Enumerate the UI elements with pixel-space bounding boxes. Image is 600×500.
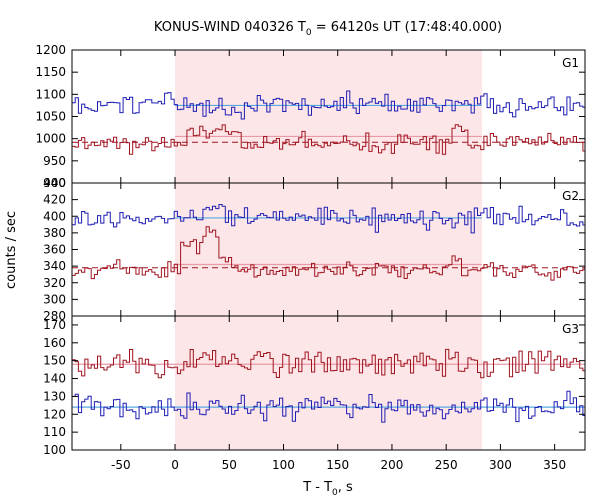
y-tick-label: 130 [43, 389, 66, 403]
y-tick-label: 1150 [35, 65, 66, 79]
x-tick-label: 300 [489, 458, 512, 472]
y-tick-label: 400 [43, 209, 66, 223]
y-tick-label: 140 [43, 372, 66, 386]
chart-title-subscript: 0 [306, 28, 312, 38]
x-axis-label-suffix: , s [338, 480, 353, 495]
light-curve-red [72, 226, 585, 281]
x-axis-label-subscript: 0 [332, 488, 338, 498]
y-tick-label: 280 [43, 309, 66, 323]
y-tick-label: 440 [43, 176, 66, 190]
x-tick-label: 200 [380, 458, 403, 472]
x-axis-label-prefix: T - T [302, 480, 332, 495]
light-curve-blue [72, 90, 585, 120]
y-tick-label: 1200 [35, 43, 66, 57]
panel-g1: 900 950 1000 1050 1100 1150 1200 G1 [35, 43, 586, 190]
y-tick-label: 900 [43, 176, 66, 190]
x-tick-label: 100 [272, 458, 295, 472]
y-tick-label: 110 [43, 425, 66, 439]
panel-label: G1 [562, 56, 579, 70]
x-tick-label: -50 [111, 458, 131, 472]
y-tick-label: 160 [43, 336, 66, 350]
highlight-interval [175, 316, 482, 450]
y-tick-label: 340 [43, 259, 66, 273]
y-tick-label: 120 [43, 407, 66, 421]
chart-title-suffix: = 64120s UT (17:48:40.000) [312, 20, 502, 35]
panels-group: 90095010001050110011501200G1280300320340… [35, 43, 586, 472]
highlight-interval [175, 183, 482, 316]
y-tick-label: 1000 [35, 132, 66, 146]
chart-title-prefix: KONUS-WIND 040326 T [154, 20, 306, 35]
x-tick-label: 150 [326, 458, 349, 472]
panel-label: G2 [562, 189, 579, 203]
x-tick-label: 350 [543, 458, 566, 472]
x-tick-label: 0 [171, 458, 179, 472]
x-axis-label: T - T0, s [302, 480, 353, 498]
y-tick-label: 300 [43, 292, 66, 306]
panel-g3: 100 110 120 130 140 150 160 170 G3 [43, 315, 586, 457]
y-tick-label: 1050 [35, 110, 66, 124]
y-tick-label: 170 [43, 318, 66, 332]
y-tick-label: 420 [43, 193, 66, 207]
light-curve-red [72, 124, 585, 155]
panel-g2: 280 300 320 340 360 380 400 420 440 G2 [43, 176, 586, 323]
x-tick-label: 50 [222, 458, 237, 472]
light-curve-blue [72, 390, 585, 423]
chart-title: KONUS-WIND 040326 T0 = 64120s UT (17:48:… [154, 20, 502, 38]
light-curve-blue [72, 204, 585, 234]
y-tick-label: 360 [43, 243, 66, 257]
y-tick-label: 320 [43, 276, 66, 290]
y-tick-label: 150 [43, 354, 66, 368]
y-tick-label: 950 [43, 154, 66, 168]
y-tick-label: 100 [43, 443, 66, 457]
x-tick-label: 250 [435, 458, 458, 472]
y-tick-label: 380 [43, 226, 66, 240]
light-curve-red [72, 348, 585, 379]
y-tick-label: 1100 [35, 87, 66, 101]
y-axis-label: counts / sec [4, 211, 19, 289]
panel-frame [71, 315, 586, 451]
highlight-interval [175, 50, 482, 183]
panel-label: G3 [562, 322, 579, 336]
